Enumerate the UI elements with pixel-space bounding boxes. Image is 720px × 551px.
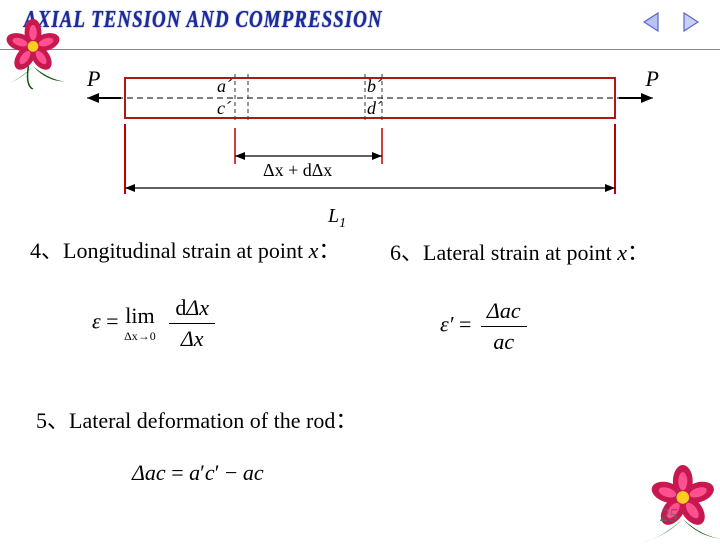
label-p-right: P bbox=[646, 66, 659, 92]
item-4-text: 4、Longitudinal strain at point x： bbox=[30, 233, 340, 265]
formula-epsilon: ε = limΔx→0 dΔxΔx bbox=[92, 295, 219, 352]
item-6-text: 6、Lateral strain at point x： bbox=[390, 235, 649, 267]
flower-decoration-top-left bbox=[0, 13, 71, 90]
next-arrow-icon[interactable] bbox=[678, 10, 702, 34]
flower-decoration-bottom-right bbox=[636, 456, 720, 546]
label-c-prime: c´ bbox=[217, 98, 231, 119]
rod-diagram: P P a´ c´ b´ d´ Δx + dΔx bbox=[85, 72, 655, 202]
prev-arrow-icon[interactable] bbox=[640, 10, 664, 34]
page-number: 25 bbox=[660, 505, 678, 526]
label-dim-dx: Δx + dΔx bbox=[263, 160, 332, 181]
formula-epsilon-prime: ε′ = Δacac bbox=[440, 298, 531, 355]
item-5-text: 5、Lateral deformation of the rod： bbox=[36, 403, 357, 435]
nav-arrows bbox=[640, 10, 702, 34]
label-p-left: P bbox=[87, 66, 100, 92]
header-bar: AXIAL TENSION AND COMPRESSION bbox=[0, 0, 720, 50]
page-title: AXIAL TENSION AND COMPRESSION bbox=[24, 6, 383, 35]
label-a-prime: a´ bbox=[217, 76, 232, 97]
label-d-prime: d´ bbox=[367, 98, 382, 119]
label-b-prime: b´ bbox=[367, 76, 382, 97]
label-l1: L1 bbox=[328, 205, 346, 232]
formula-delta-ac: Δac = a′c′ − ac bbox=[132, 460, 264, 486]
